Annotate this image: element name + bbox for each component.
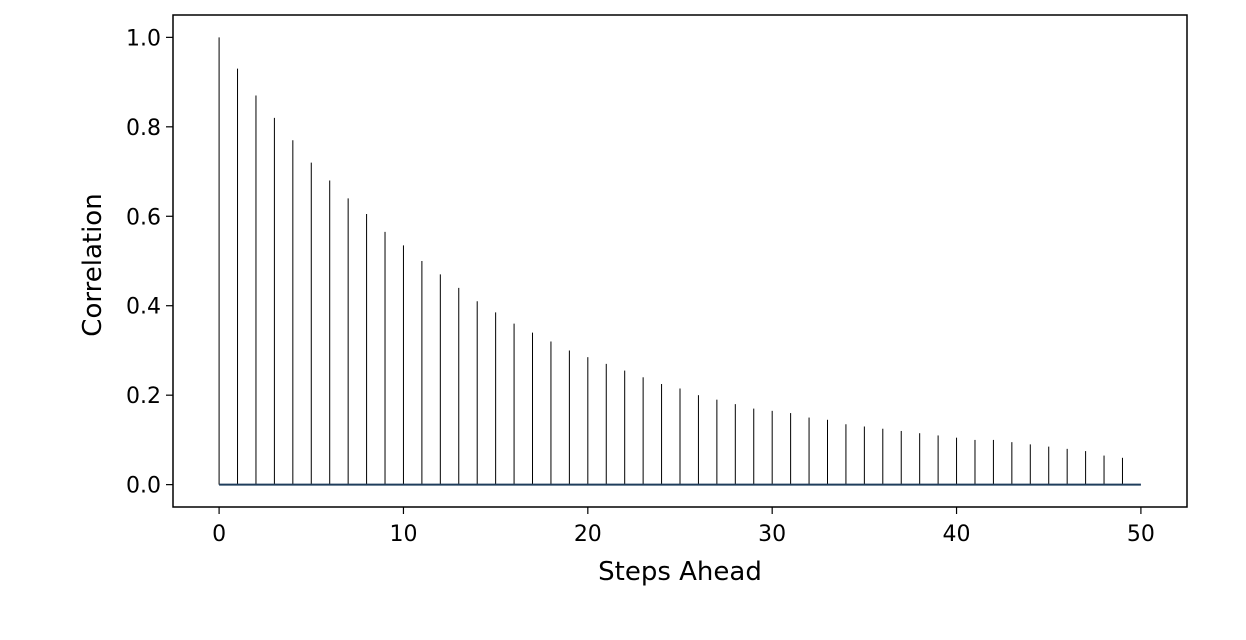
stems-layer — [219, 37, 1122, 484]
y-tick-label: 0.8 — [126, 116, 161, 141]
y-tick-label: 0.0 — [126, 474, 161, 499]
x-tick-label: 50 — [1127, 522, 1155, 547]
y-tick-label: 1.0 — [126, 26, 161, 51]
y-axis-title: Correlation — [78, 193, 108, 336]
y-tick-label: 0.2 — [126, 384, 161, 409]
x-tick-label: 20 — [574, 522, 602, 547]
x-tick-label: 40 — [943, 522, 971, 547]
y-tick-label: 0.6 — [126, 205, 161, 230]
x-axis-title: Steps Ahead — [598, 557, 762, 587]
y-axis-ticks: 0.0 0.2 0.4 0.6 0.8 1.0 — [126, 26, 173, 498]
x-tick-label: 30 — [758, 522, 786, 547]
y-tick-label: 0.4 — [126, 295, 161, 320]
x-axis-ticks: 0 10 20 30 40 50 — [212, 507, 1155, 547]
x-tick-label: 0 — [212, 522, 226, 547]
x-tick-label: 10 — [389, 522, 417, 547]
